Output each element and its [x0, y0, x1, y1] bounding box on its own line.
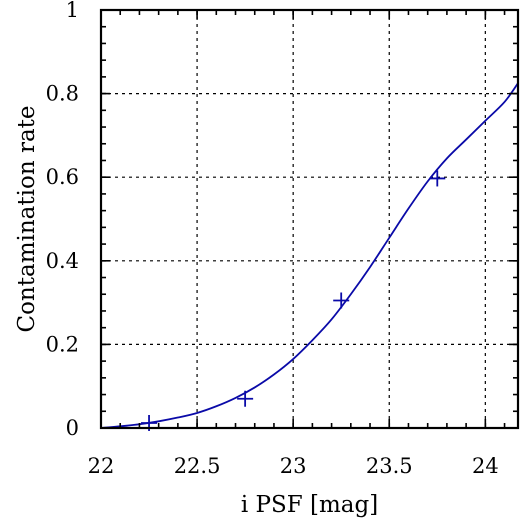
x-tick-label: 24: [472, 454, 499, 478]
curve-series: [100, 82, 519, 429]
grid-lines: [101, 10, 518, 428]
y-tick-label: 0.8: [46, 82, 79, 106]
x-axis-label: i PSF [mag]: [241, 492, 378, 518]
data-markers: [141, 170, 446, 431]
y-tick-label: 0: [66, 416, 79, 440]
plus-marker: [237, 390, 254, 407]
axis-ticks: [100, 9, 518, 429]
y-tick-label: 0.6: [46, 165, 79, 189]
contamination-curve: [100, 82, 519, 429]
x-tick-label: 23: [280, 454, 307, 478]
x-tick-label: 22: [88, 454, 115, 478]
y-tick-label: 0.4: [46, 249, 79, 273]
tick-labels: 22 22.5 23 23.5 24 0 0.2 0.4 0.6 0.8 1: [46, 0, 499, 478]
plus-marker: [429, 170, 446, 187]
y-axis-label: Contamination rate: [14, 105, 40, 332]
y-tick-label: 0.2: [46, 332, 79, 356]
x-tick-label: 23.5: [366, 454, 413, 478]
plus-marker: [333, 292, 350, 309]
plot-frame: [99, 8, 520, 430]
x-tick-label: 22.5: [174, 454, 221, 478]
y-tick-label: 1: [66, 0, 79, 22]
